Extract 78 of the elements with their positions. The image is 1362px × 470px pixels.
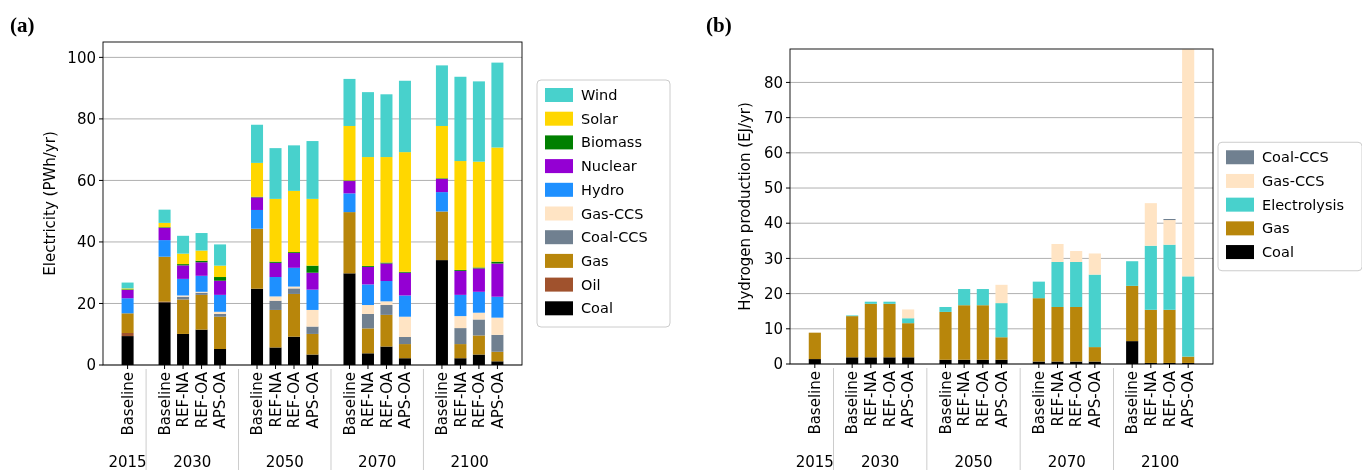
legend-label: Oil <box>581 276 601 293</box>
x-tick-label: APS-OA <box>211 371 230 429</box>
x-tick-label: REF-OA <box>377 371 396 429</box>
text: 2100 <box>1141 453 1180 470</box>
y-tick-label: 80 <box>76 110 96 129</box>
y-axis-title: Electricity (PWh/yr) <box>41 131 59 276</box>
y-tick-label: 100 <box>67 48 96 67</box>
x-tick-label: REF-OA <box>974 370 993 428</box>
y-tick-label: 60 <box>76 171 96 190</box>
y-tick-label: 20 <box>763 284 783 303</box>
y-tick-label: 20 <box>76 294 96 313</box>
y-tick-label: 60 <box>763 144 783 163</box>
legend-label: Hydro <box>581 181 625 198</box>
y-tick-label: 0 <box>86 356 96 375</box>
x-tick-label: APS-OA <box>899 370 918 428</box>
y-tick-label: 40 <box>76 233 96 252</box>
x-tick-label: REF-OA <box>192 371 211 429</box>
x-tick-label: APS-OA <box>303 371 322 429</box>
text: 2050 <box>265 453 304 470</box>
legend-label: Coal-CCS <box>1262 149 1329 166</box>
text: 2050 <box>954 453 993 470</box>
x-tick-label: REF-OA <box>1160 370 1179 428</box>
y-tick-label: 30 <box>763 249 783 268</box>
x-tick-label: Baseline <box>340 372 359 436</box>
chart-title: (b) <box>706 13 732 37</box>
x-tick-label: REF-NA <box>955 370 974 427</box>
y-tick-label: 50 <box>763 179 783 198</box>
x-tick-label: REF-NA <box>174 371 193 428</box>
y-tick-label: 80 <box>763 73 783 92</box>
legend-label: Coal <box>1262 244 1294 261</box>
chart-title: (a) <box>10 13 35 37</box>
text: 2015 <box>795 453 834 470</box>
x-tick-label: Baseline <box>248 372 267 436</box>
x-tick-label: Baseline <box>843 371 862 435</box>
x-tick-label: Baseline <box>1123 371 1142 435</box>
legend-label: Coal-CCS <box>581 229 648 246</box>
x-tick-label: REF-OA <box>1067 370 1086 428</box>
text: 2030 <box>861 453 900 470</box>
x-tick-label: REF-NA <box>266 371 285 428</box>
x-tick-label: Baseline <box>936 371 955 435</box>
x-tick-label: APS-OA <box>992 370 1011 428</box>
text: 2070 <box>358 453 397 470</box>
x-tick-label: REF-OA <box>285 371 304 429</box>
legend-label: Gas <box>1262 220 1290 237</box>
x-tick-label: Baseline <box>118 372 137 436</box>
y-tick-label: 0 <box>773 355 783 374</box>
legend-label: Gas-CCS <box>581 205 644 222</box>
x-tick-label: APS-OA <box>1086 370 1105 428</box>
y-axis-title: Hydrogen production (EJ/yr) <box>736 102 754 311</box>
x-tick-label: REF-OA <box>880 370 899 428</box>
x-tick-label: APS-OA <box>1179 370 1198 428</box>
text: 2030 <box>173 453 212 470</box>
y-tick-label: 70 <box>763 108 783 127</box>
text: 2100 <box>450 453 489 470</box>
x-tick-label: Baseline <box>1030 371 1049 435</box>
y-tick-label: 10 <box>763 320 783 339</box>
x-tick-label: Baseline <box>806 371 825 435</box>
legend-label: Gas <box>581 252 609 269</box>
x-tick-label: REF-OA <box>470 371 489 429</box>
text: 2015 <box>108 453 147 470</box>
legend-label: Biomass <box>581 134 642 151</box>
legend-label: Electrolysis <box>1262 196 1345 213</box>
x-tick-label: REF-NA <box>451 371 470 428</box>
x-tick-label: REF-NA <box>1142 370 1161 427</box>
x-tick-label: REF-NA <box>862 370 881 427</box>
y-tick-label: 40 <box>763 214 783 233</box>
x-tick-label: Baseline <box>155 372 174 436</box>
legend-label: Nuclear <box>581 158 637 175</box>
legend-label: Gas-CCS <box>1262 172 1325 189</box>
legend-label: Wind <box>581 87 618 103</box>
text: 2070 <box>1047 453 1086 470</box>
x-tick-label: REF-NA <box>1048 370 1067 427</box>
x-tick-label: APS-OA <box>488 371 507 429</box>
x-tick-label: Baseline <box>433 372 452 436</box>
legend-label: Solar <box>581 110 618 127</box>
x-tick-label: REF-NA <box>359 371 378 428</box>
legend-label: Coal <box>581 300 613 317</box>
x-tick-label: APS-OA <box>396 371 415 429</box>
